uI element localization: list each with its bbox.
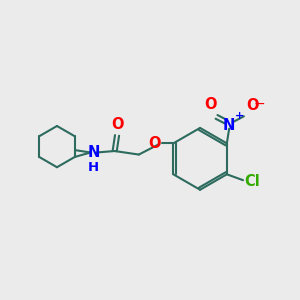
Text: N: N	[87, 145, 100, 160]
Text: O: O	[204, 98, 217, 112]
Text: N: N	[223, 118, 236, 133]
Text: −: −	[254, 96, 265, 110]
Text: O: O	[111, 117, 123, 132]
Text: +: +	[235, 111, 244, 121]
Text: O: O	[246, 98, 259, 113]
Text: Cl: Cl	[244, 174, 260, 189]
Text: O: O	[148, 136, 161, 151]
Text: H: H	[88, 161, 99, 174]
